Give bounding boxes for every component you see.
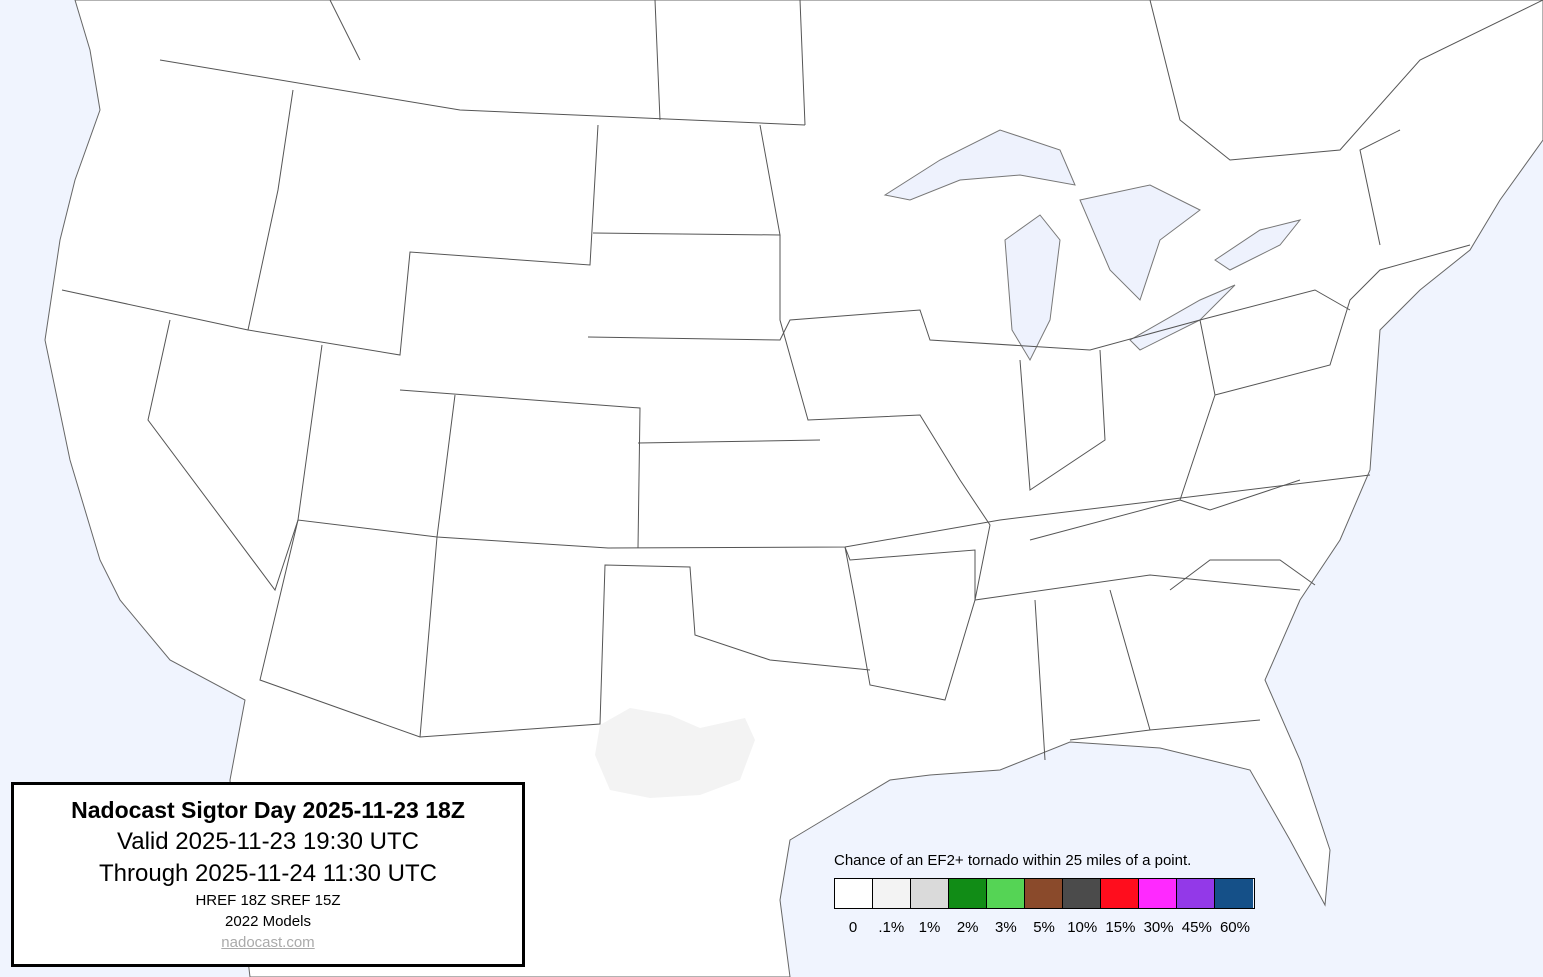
probability-legend: Chance of an EF2+ tornado within 25 mile… <box>834 852 1255 936</box>
legend-label: 10% <box>1067 919 1098 936</box>
legend-swatch <box>835 879 873 908</box>
through-time: Through 2025-11-24 11:30 UTC <box>99 860 437 887</box>
model-version: 2022 Models <box>225 913 311 930</box>
legend-swatch <box>987 879 1025 908</box>
legend-swatch <box>1177 879 1215 908</box>
legend-color-bar <box>834 878 1255 909</box>
forecast-info-box: Nadocast Sigtor Day 2025-11-23 18Z Valid… <box>11 782 525 967</box>
legend-swatch <box>949 879 987 908</box>
valid-time: Valid 2025-11-23 19:30 UTC <box>117 828 419 855</box>
legend-labels: 0 .1% 1% 2% 3% 5% 10% 15% 30% 45% 60% <box>834 919 1254 936</box>
nadocast-link[interactable]: nadocast.com <box>221 934 315 951</box>
legend-label: 60% <box>1219 919 1250 936</box>
legend-label: 15% <box>1105 919 1136 936</box>
legend-swatch <box>1063 879 1101 908</box>
legend-label: .1% <box>878 919 905 936</box>
state-boundaries <box>61 0 1543 761</box>
legend-swatch <box>873 879 911 908</box>
legend-label: 5% <box>1033 919 1055 936</box>
legend-label: 30% <box>1143 919 1174 936</box>
model-runs: HREF 18Z SREF 15Z <box>195 892 341 909</box>
legend-swatch <box>1215 879 1253 908</box>
legend-swatch <box>1139 879 1177 908</box>
legend-label: 1% <box>918 919 941 936</box>
legend-swatch <box>911 879 949 908</box>
legend-swatch <box>1025 879 1063 908</box>
legend-swatch <box>1101 879 1139 908</box>
legend-label: 2% <box>956 919 979 936</box>
legend-label: 0 <box>848 919 858 936</box>
legend-label: 45% <box>1181 919 1212 936</box>
forecast-area-0.1pct <box>595 708 755 798</box>
land <box>44 0 1543 977</box>
great-lakes <box>883 129 1302 362</box>
legend-label: 3% <box>995 919 1017 936</box>
legend-caption: Chance of an EF2+ tornado within 25 mile… <box>834 852 1192 869</box>
forecast-title: Nadocast Sigtor Day 2025-11-23 18Z <box>71 797 465 823</box>
